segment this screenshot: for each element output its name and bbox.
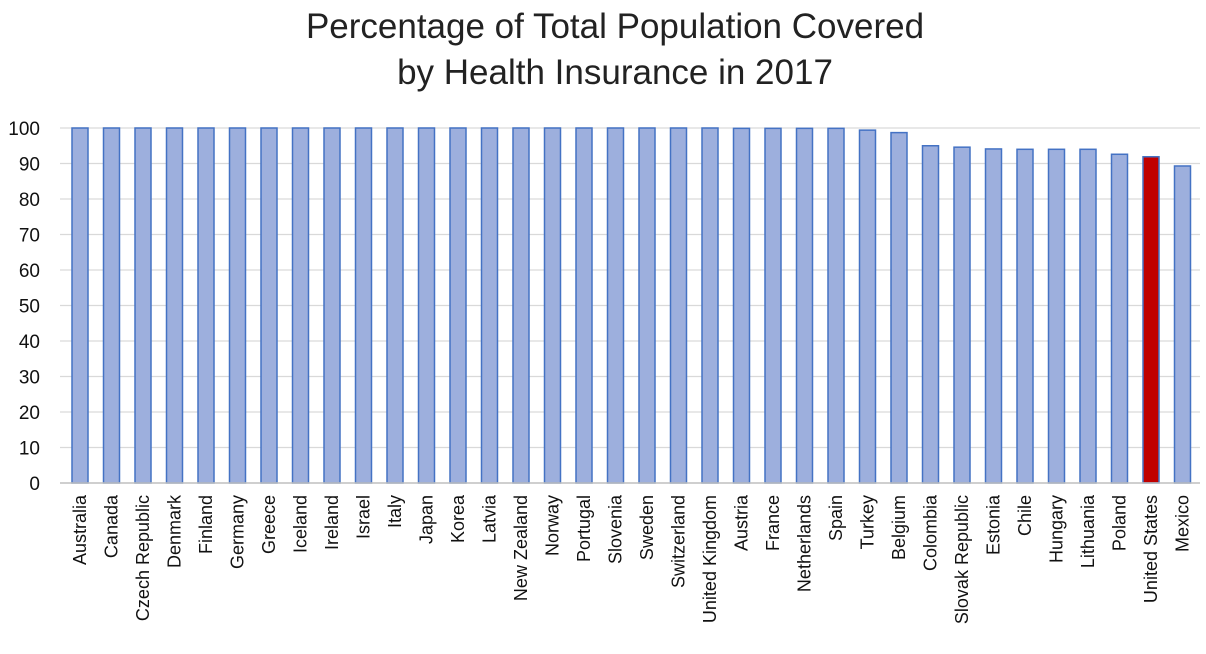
bar-colombia <box>921 145 940 484</box>
x-category-label: Switzerland <box>669 495 689 588</box>
x-category-label: Israel <box>354 495 374 539</box>
x-category-label: Greece <box>259 495 279 554</box>
y-tick-label: 0 <box>29 474 40 495</box>
x-category-label: Spain <box>826 495 846 541</box>
bar-czech-republic <box>134 127 152 484</box>
bar-france <box>764 127 782 484</box>
bar-netherlands <box>795 127 814 484</box>
bar-latvia <box>480 127 499 484</box>
bar-belgium <box>890 131 908 484</box>
bar-greece <box>260 127 278 484</box>
x-category-label: Turkey <box>858 495 878 549</box>
x-category-label: Netherlands <box>795 495 815 592</box>
x-category-label: Lithuania <box>1078 494 1098 568</box>
x-category-label: Belgium <box>889 495 909 560</box>
x-category-label: Czech Republic <box>133 495 153 621</box>
y-tick-label: 70 <box>19 226 40 247</box>
bar-poland <box>1110 153 1129 484</box>
y-tick-label: 80 <box>19 190 40 211</box>
bar-iceland <box>291 127 310 484</box>
bar-united-kingdom <box>701 127 719 484</box>
bar-sweden <box>638 127 656 484</box>
bar-denmark <box>165 127 184 484</box>
bar-norway <box>543 127 562 484</box>
x-category-label: Estonia <box>984 494 1004 555</box>
x-category-label: Korea <box>448 494 468 543</box>
y-tick-label: 60 <box>19 261 40 282</box>
x-category-label: United States <box>1141 495 1161 603</box>
bar-japan <box>417 127 436 484</box>
x-category-label: Hungary <box>1047 495 1067 563</box>
bar-estonia <box>984 148 1003 484</box>
x-category-label: United Kingdom <box>700 495 720 623</box>
bar-korea <box>449 127 467 484</box>
bar-finland <box>197 127 215 484</box>
bar-united-states <box>1142 156 1160 484</box>
bar-switzerland <box>669 127 688 484</box>
y-tick-label: 90 <box>19 155 40 176</box>
bar-germany <box>228 127 247 484</box>
x-category-label: Japan <box>417 495 437 544</box>
bar-canada <box>102 127 121 484</box>
x-category-label: Mexico <box>1173 495 1193 552</box>
chart-title: Percentage of Total Population Covered b… <box>0 4 1206 96</box>
x-category-label: Latvia <box>480 494 500 543</box>
x-category-label: New Zealand <box>511 495 531 601</box>
x-category-label: Austria <box>732 494 752 551</box>
bar-austria <box>732 127 751 484</box>
bar-new-zealand <box>512 127 530 484</box>
x-category-label: Sweden <box>637 495 657 560</box>
y-tick-label: 20 <box>19 403 40 424</box>
x-category-label: Poland <box>1110 495 1130 551</box>
bar-lithuania <box>1079 148 1097 484</box>
x-category-label: Finland <box>196 495 216 554</box>
y-axis-tick-labels: 0 10 20 30 40 50 60 70 80 90 100 <box>8 119 40 495</box>
x-category-label: Colombia <box>921 494 941 571</box>
gridlines <box>60 127 1200 449</box>
x-category-label: Norway <box>543 495 563 556</box>
x-category-label: Chile <box>1015 495 1035 536</box>
bar-spain <box>827 127 845 484</box>
x-category-label: Iceland <box>291 495 311 553</box>
x-category-label: Slovenia <box>606 494 626 564</box>
y-tick-label: 100 <box>8 119 40 140</box>
x-category-label: Australia <box>70 494 90 565</box>
bar-italy <box>386 127 404 484</box>
bars <box>71 127 1192 484</box>
x-category-label: France <box>763 495 783 551</box>
y-tick-label: 30 <box>19 368 40 389</box>
bar-israel <box>354 127 373 484</box>
bar-australia <box>71 127 89 484</box>
y-tick-label: 50 <box>19 297 40 318</box>
x-category-label: Canada <box>102 494 122 558</box>
x-category-label: Slovak Republic <box>952 495 972 624</box>
y-tick-label: 40 <box>19 332 40 353</box>
bar-mexico <box>1173 165 1192 484</box>
bar-portugal <box>575 127 593 484</box>
x-axis-category-labels: Australia Canada Czech Republic Denmark Finl… <box>70 494 1193 624</box>
x-category-label: Italy <box>385 495 405 528</box>
x-category-label: Germany <box>228 495 248 569</box>
bar-chile <box>1016 148 1034 484</box>
bar-ireland <box>323 127 341 484</box>
bar-turkey <box>858 129 877 484</box>
bar-slovak-republic <box>953 146 971 484</box>
chart-title-line-1: Percentage of Total Population Covered <box>305 7 925 46</box>
chart-title-line-2: by Health Insurance in 2017 <box>397 53 833 92</box>
x-category-label: Ireland <box>322 495 342 550</box>
x-category-label: Portugal <box>574 495 594 562</box>
bar-slovenia <box>606 127 625 484</box>
y-tick-label: 10 <box>19 439 40 460</box>
bar-hungary <box>1047 148 1066 484</box>
x-category-label: Denmark <box>165 494 185 568</box>
